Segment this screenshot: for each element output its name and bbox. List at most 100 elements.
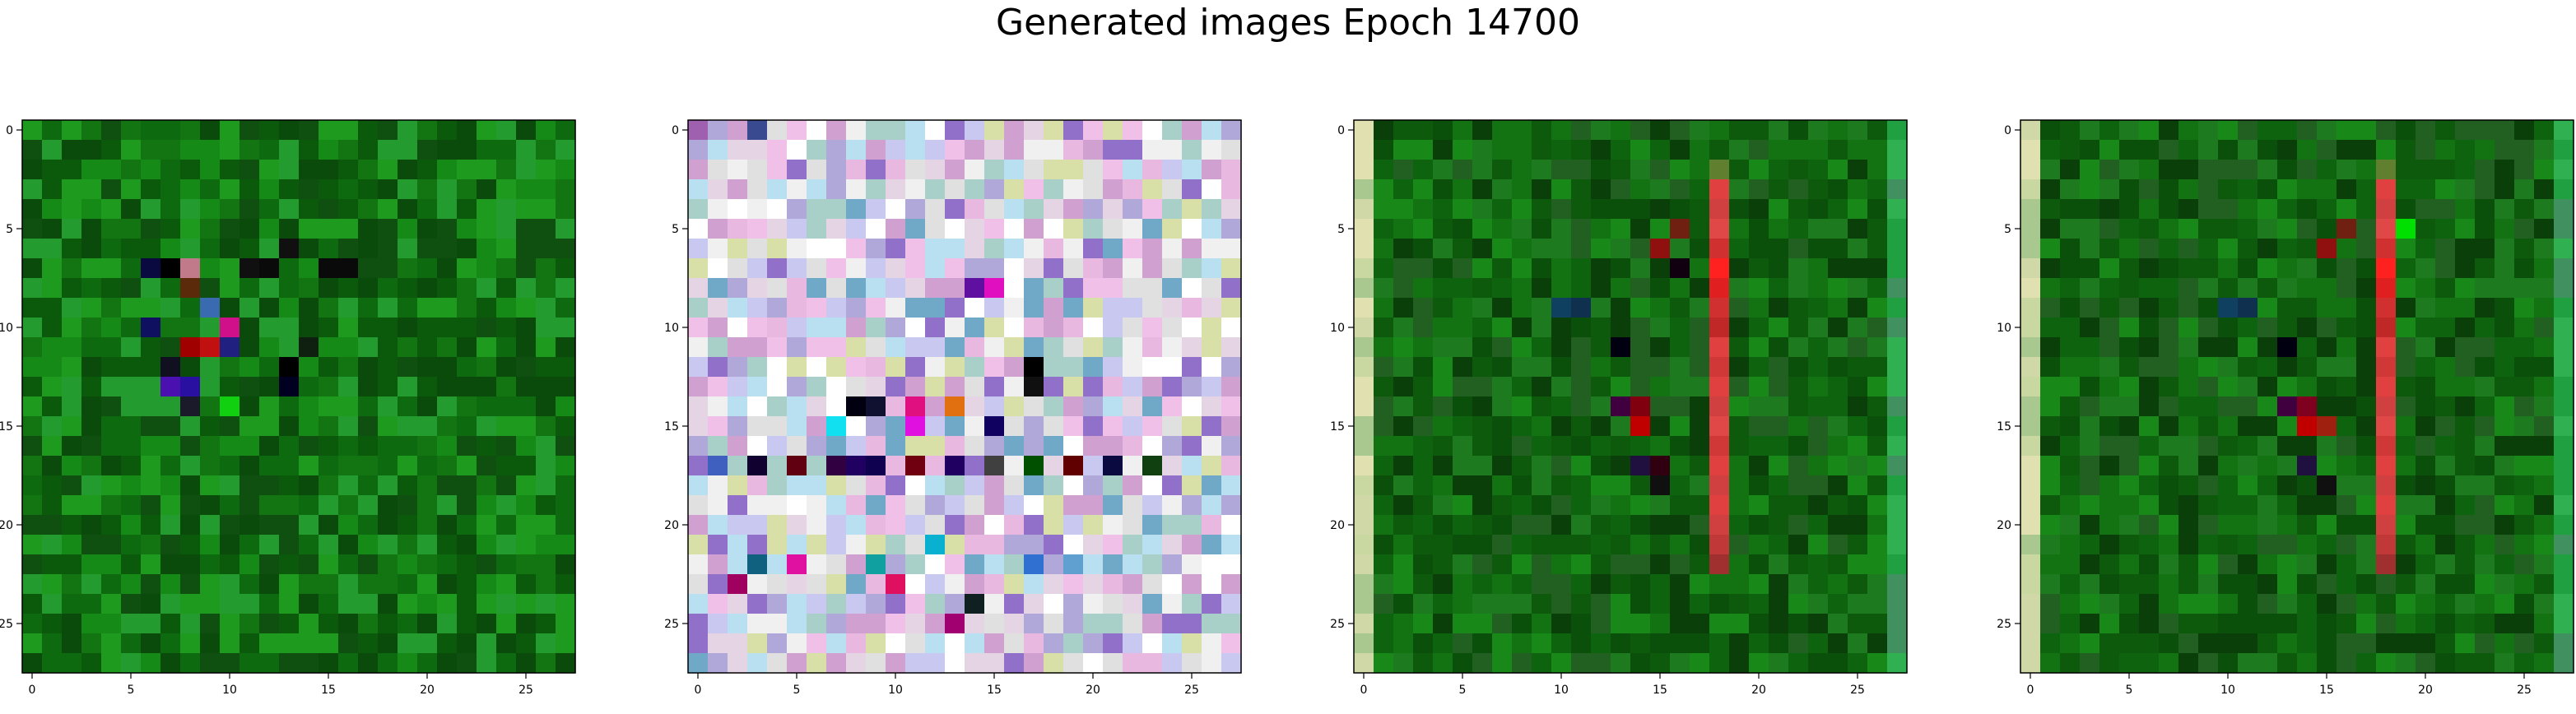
pixel	[1393, 199, 1414, 220]
pixel	[1162, 456, 1183, 476]
pixel	[925, 337, 946, 358]
pixel	[2218, 318, 2239, 338]
pixel	[1788, 120, 1809, 141]
pixel	[180, 653, 201, 674]
pixel	[2020, 554, 2041, 575]
pixel	[42, 298, 63, 318]
pixel	[2514, 377, 2535, 397]
pixel	[2080, 377, 2100, 397]
pixel	[728, 318, 748, 338]
pixel	[984, 298, 1005, 318]
pixel	[477, 633, 497, 654]
pixel	[1221, 396, 1242, 417]
y-tick-label: 15	[1997, 420, 2011, 434]
pixel	[1808, 140, 1829, 160]
pixel	[2317, 416, 2337, 437]
pixel	[22, 436, 43, 457]
pixel	[141, 475, 161, 496]
pixel	[1512, 614, 1532, 634]
pixel	[1393, 495, 1414, 516]
pixel	[319, 475, 339, 496]
pixel	[728, 179, 748, 200]
pixel	[2435, 160, 2456, 180]
pixel	[1591, 594, 1611, 614]
pixel	[81, 357, 102, 378]
pixel	[121, 594, 142, 614]
pixel	[826, 594, 847, 614]
pixel	[1690, 377, 1710, 397]
pixel	[496, 515, 517, 536]
pixel	[1354, 535, 1374, 555]
pixel	[358, 298, 379, 318]
pixel	[62, 436, 82, 457]
pixel	[1571, 495, 1592, 516]
pixel	[1808, 594, 1829, 614]
pixel	[2317, 199, 2337, 220]
pixel	[477, 318, 497, 338]
pixel	[1354, 219, 1374, 239]
pixel	[2257, 179, 2278, 200]
pixel	[1729, 653, 1750, 674]
pixel	[22, 278, 43, 299]
pixel	[2277, 416, 2298, 437]
pixel	[2060, 258, 2081, 279]
pixel	[180, 475, 201, 496]
pixel	[477, 239, 497, 259]
pixel	[2020, 140, 2041, 160]
pixel	[1453, 475, 1473, 496]
pixel	[398, 120, 418, 141]
pixel	[2396, 160, 2416, 180]
pixel	[2376, 416, 2397, 437]
pixel	[1453, 594, 1473, 614]
pixel	[1221, 160, 1242, 180]
pixel	[1709, 239, 1730, 259]
pixel	[141, 436, 161, 457]
pixel	[1571, 535, 1592, 555]
pixel	[1828, 318, 1848, 338]
pixel	[1202, 456, 1222, 476]
pixel	[1083, 456, 1104, 476]
pixel	[417, 278, 438, 299]
pixel	[2119, 239, 2140, 259]
pixel	[239, 653, 260, 674]
pixel	[1532, 377, 1552, 397]
pixel	[708, 140, 728, 160]
pixel	[1103, 357, 1123, 378]
pixel-grid	[1354, 120, 1908, 674]
pixel	[1123, 337, 1143, 358]
pixel	[141, 298, 161, 318]
pixel	[1182, 653, 1202, 674]
pixel	[1709, 653, 1730, 674]
pixel	[1433, 456, 1453, 476]
pixel	[200, 298, 221, 318]
pixel	[2475, 554, 2495, 575]
pixel	[1024, 535, 1044, 555]
pixel	[1221, 614, 1242, 634]
pixel	[1690, 653, 1710, 674]
pixel	[417, 258, 438, 279]
pixel	[1024, 614, 1044, 634]
pixel	[1221, 515, 1242, 536]
pixel	[1103, 554, 1123, 575]
pixel	[1532, 515, 1552, 536]
pixel	[1182, 337, 1202, 358]
pixel	[2257, 633, 2278, 654]
pixel	[141, 515, 161, 536]
pixel	[1887, 574, 1908, 595]
pixel	[2455, 495, 2476, 516]
pixel	[81, 633, 102, 654]
pixel	[688, 554, 709, 575]
pixel	[1848, 377, 1868, 397]
pixel	[846, 179, 867, 200]
pixel	[1182, 554, 1202, 575]
pixel	[2554, 278, 2574, 299]
pixel	[1182, 160, 1202, 180]
pixel	[1808, 416, 1829, 437]
pixel	[2376, 515, 2397, 536]
pixel	[1374, 653, 1394, 674]
pixel	[688, 633, 709, 654]
pixel	[101, 495, 122, 516]
pixel	[2396, 337, 2416, 358]
pixel	[1374, 239, 1394, 259]
pixel	[42, 239, 63, 259]
